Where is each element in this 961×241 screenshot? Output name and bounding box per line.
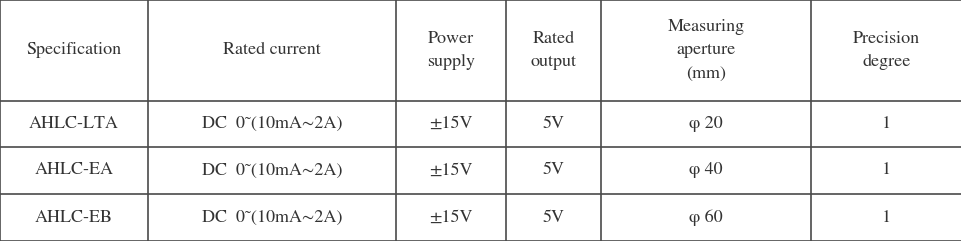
Text: Rated current: Rated current: [223, 42, 321, 59]
Text: Precision
degree: Precision degree: [852, 31, 919, 70]
Text: 5V: 5V: [542, 162, 564, 179]
Text: 5V: 5V: [542, 116, 564, 132]
Text: Measuring
aperture
(mm): Measuring aperture (mm): [667, 19, 744, 82]
Text: DC  0˜(10mA∼2A): DC 0˜(10mA∼2A): [202, 209, 342, 226]
Text: AHLC-LTA: AHLC-LTA: [29, 116, 119, 132]
Text: Power
supply: Power supply: [427, 31, 475, 70]
Text: 5V: 5V: [542, 209, 564, 226]
Text: 1: 1: [881, 116, 890, 132]
Text: DC  0˜(10mA∼2A): DC 0˜(10mA∼2A): [202, 162, 342, 179]
Text: Rated
output: Rated output: [530, 31, 576, 70]
Text: φ 20: φ 20: [688, 116, 722, 132]
Text: ±15V: ±15V: [429, 116, 472, 132]
Text: AHLC-EA: AHLC-EA: [35, 162, 113, 179]
Text: φ 60: φ 60: [688, 209, 722, 226]
Text: φ 40: φ 40: [688, 162, 722, 179]
Text: ±15V: ±15V: [429, 162, 472, 179]
Text: Specification: Specification: [26, 42, 121, 59]
Text: DC  0˜(10mA∼2A): DC 0˜(10mA∼2A): [202, 116, 342, 132]
Text: AHLC-EB: AHLC-EB: [35, 209, 112, 226]
Text: ±15V: ±15V: [429, 209, 472, 226]
Text: 1: 1: [881, 162, 890, 179]
Text: 1: 1: [881, 209, 890, 226]
